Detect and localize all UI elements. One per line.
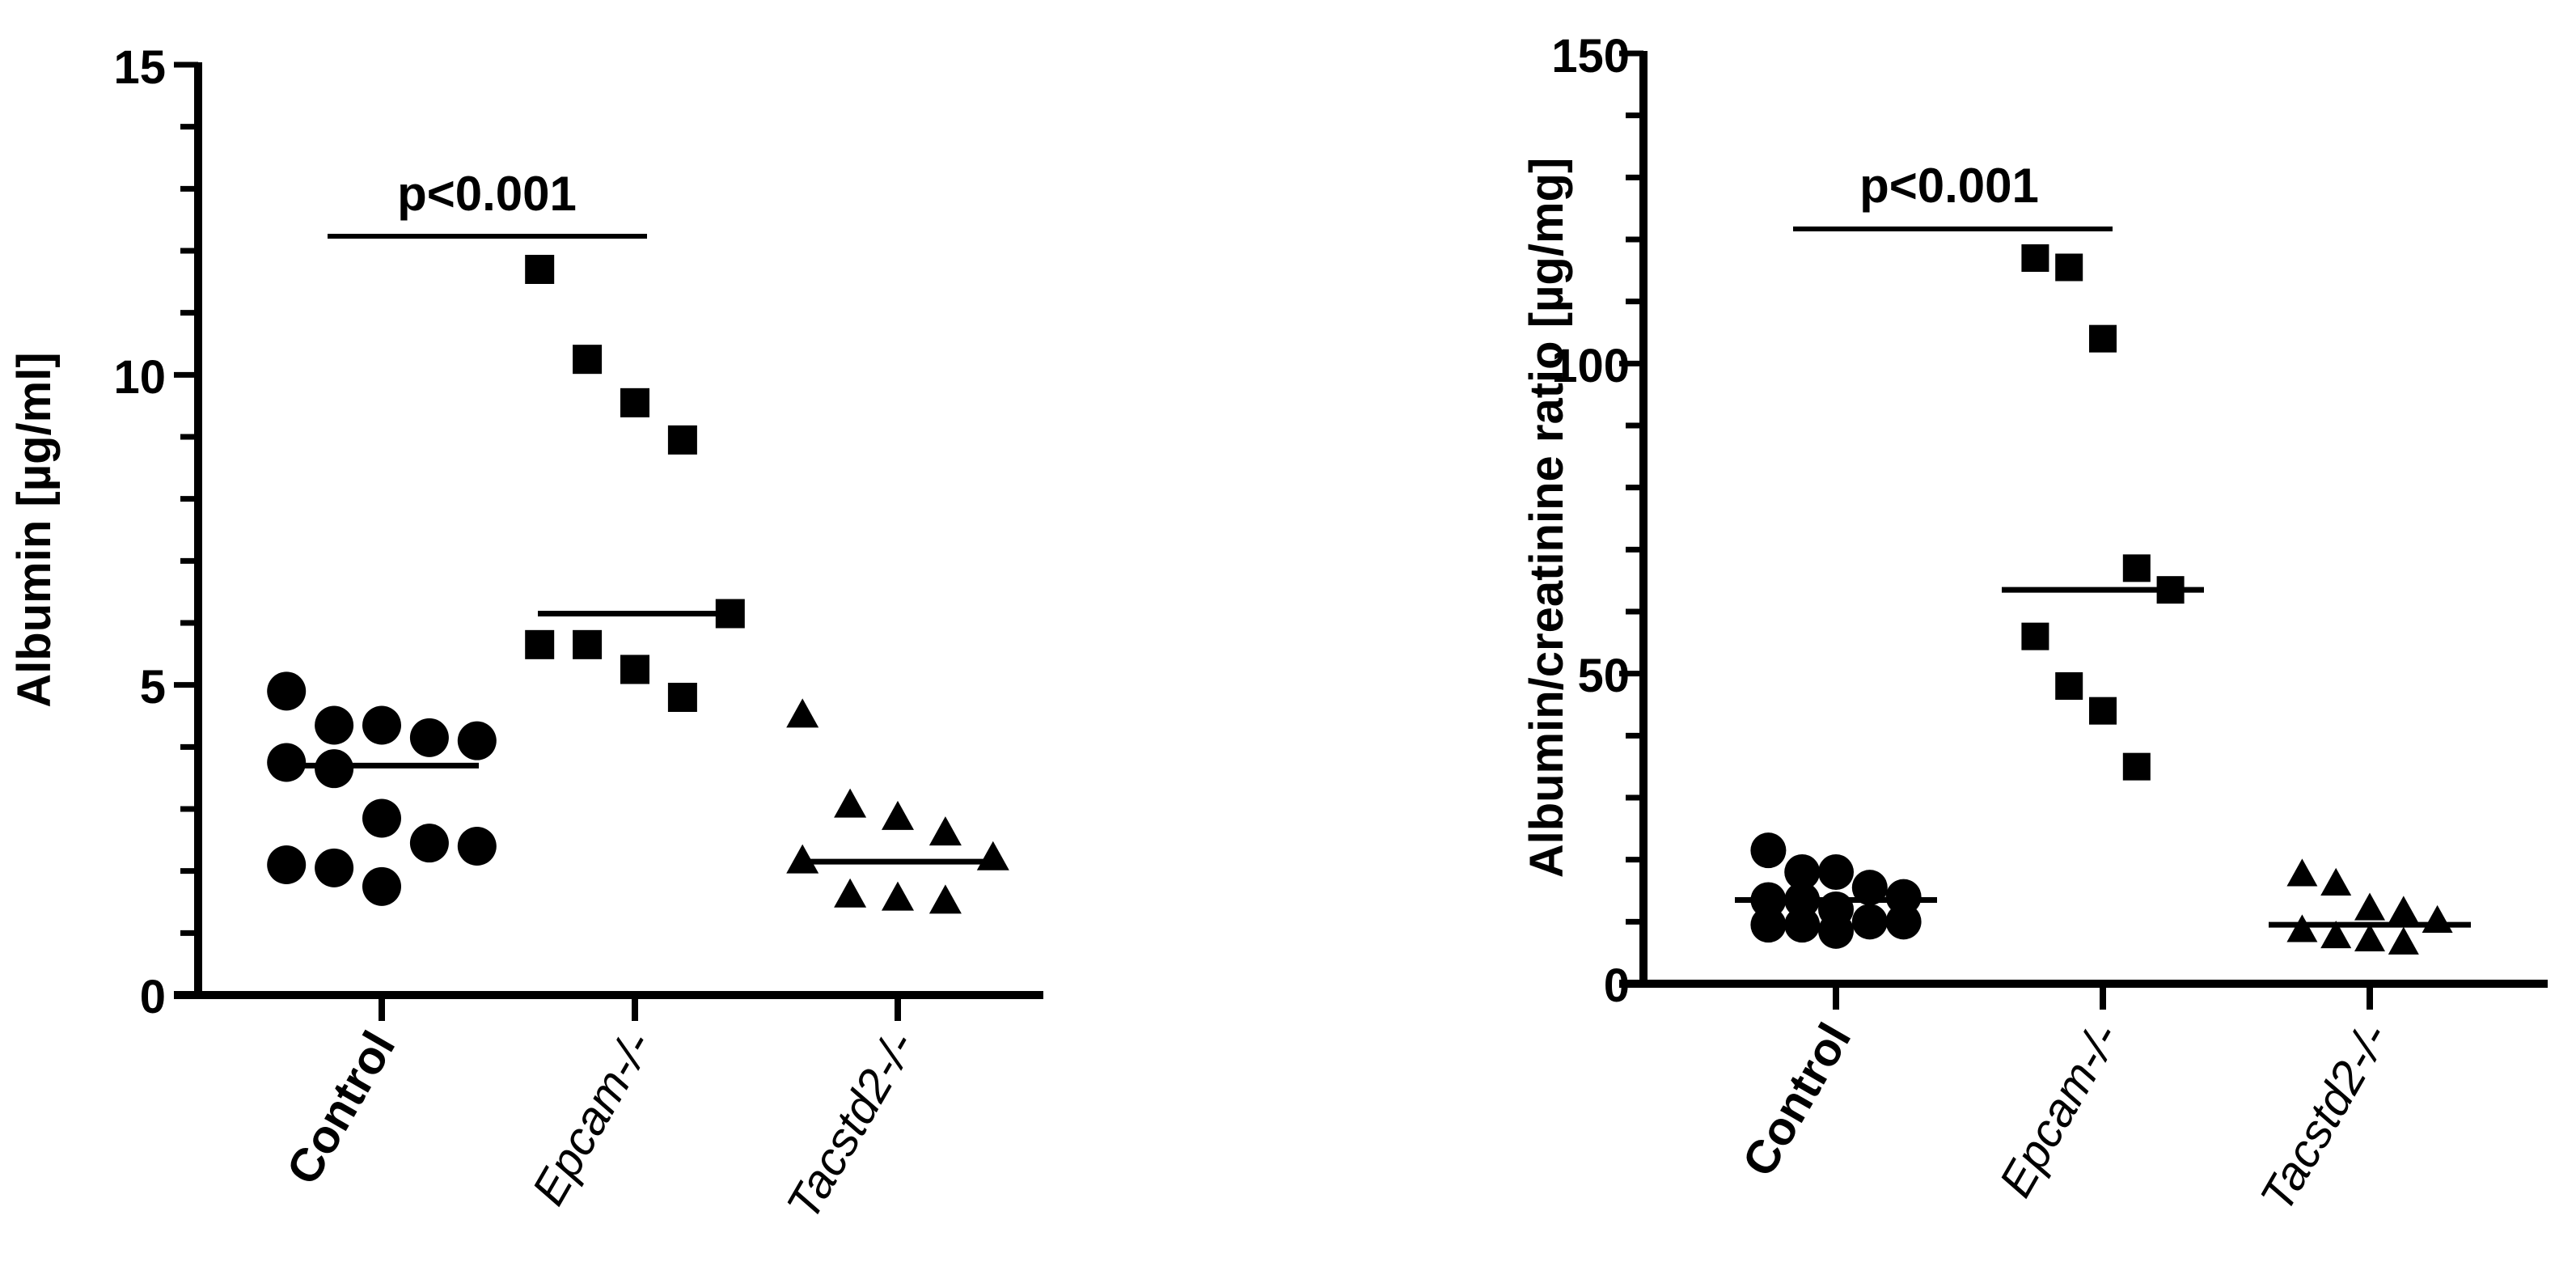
right-significance-label: p<0.001 — [1859, 159, 2039, 213]
right-xlabel-tacstd2: Tacstd2-/- — [2250, 1014, 2399, 1220]
left-ytick-5: 5 — [140, 661, 166, 714]
data-point-triangle — [2388, 926, 2419, 955]
data-point-triangle — [2388, 896, 2419, 924]
data-point-circle — [1784, 907, 1821, 943]
data-point-triangle — [834, 878, 867, 908]
data-point-circle — [1750, 907, 1787, 943]
data-point-triangle — [786, 698, 819, 728]
data-point-square — [2122, 752, 2151, 781]
right-y-axis-title: Albumin/creatinine ratio [µg/mg] — [1521, 158, 1573, 879]
left-ytick-15: 15 — [113, 41, 166, 94]
data-point-circle — [1851, 904, 1888, 940]
left-xlabel-control: Control — [277, 1023, 405, 1193]
right-ytick-50: 50 — [1577, 650, 1630, 702]
data-point-square — [620, 388, 649, 417]
data-point-circle — [362, 705, 401, 745]
data-point-triangle — [2320, 920, 2352, 949]
left-significance-label: p<0.001 — [397, 167, 577, 221]
left-y-axis-title: Albumin [µg/ml] — [8, 352, 61, 707]
data-point-square — [2089, 697, 2117, 725]
data-point-circle — [457, 721, 497, 760]
data-point-circle — [267, 743, 307, 782]
left-xlabel-epcam: Epcam-/- — [522, 1023, 662, 1213]
data-point-circle — [409, 718, 449, 757]
data-point-triangle — [928, 884, 962, 914]
data-point-square — [2055, 253, 2083, 282]
data-point-square — [573, 345, 603, 375]
data-point-square — [525, 255, 555, 284]
left-ytick-0: 0 — [140, 971, 166, 1023]
data-point-circle — [409, 824, 449, 863]
right-ytick-100: 100 — [1551, 340, 1630, 392]
data-point-triangle — [2286, 858, 2318, 887]
data-point-triangle — [928, 816, 962, 846]
data-point-circle — [1784, 854, 1821, 890]
data-point-triangle — [2354, 923, 2385, 952]
right-axes — [1619, 50, 2548, 1010]
left-data-points — [267, 255, 1009, 914]
data-point-square — [667, 425, 697, 455]
data-point-square — [620, 654, 649, 684]
left-axes — [174, 61, 1043, 1021]
data-point-circle — [362, 866, 401, 906]
left-ytick-10: 10 — [113, 351, 166, 404]
right-ytick-150: 150 — [1551, 30, 1630, 83]
right-xlabel-epcam: Epcam-/- — [1989, 1014, 2130, 1205]
data-point-square — [2021, 244, 2049, 272]
data-point-circle — [1885, 879, 1922, 915]
data-point-circle — [362, 798, 401, 838]
data-point-triangle — [2422, 904, 2453, 934]
data-point-circle — [315, 705, 354, 745]
data-point-circle — [1818, 913, 1854, 949]
right-data-points — [1735, 244, 2471, 955]
data-point-circle — [315, 848, 354, 887]
data-point-triangle — [2320, 867, 2352, 896]
right-xlabel-control: Control — [1732, 1014, 1861, 1185]
data-point-circle — [1750, 832, 1787, 869]
data-point-circle — [1851, 870, 1888, 906]
albumin-creatinine-ratio-chart: Albumin/creatinine ratio [µg/mg] 0 50 10… — [1521, 30, 2548, 1220]
data-point-circle — [457, 827, 497, 866]
data-point-square — [667, 683, 697, 712]
data-point-square — [2021, 622, 2049, 650]
data-point-triangle — [882, 881, 914, 911]
albumin-chart: Albumin [µg/ml] 0 5 10 15 Control Epcam-… — [8, 41, 1043, 1228]
data-point-triangle — [976, 841, 1009, 870]
data-point-circle — [1885, 904, 1922, 940]
data-point-circle — [1818, 854, 1854, 890]
data-point-circle — [267, 845, 307, 884]
data-point-square — [573, 629, 603, 659]
data-point-triangle — [2354, 892, 2385, 921]
data-point-square — [2089, 324, 2117, 353]
data-point-triangle — [786, 844, 819, 874]
left-xlabel-tacstd2: Tacstd2-/- — [776, 1023, 925, 1228]
data-point-circle — [315, 749, 354, 789]
data-point-triangle — [882, 800, 914, 830]
data-point-square — [2055, 672, 2083, 700]
data-point-square — [2122, 554, 2151, 582]
data-point-circle — [267, 671, 307, 711]
data-point-triangle — [2286, 914, 2318, 942]
right-ytick-0: 0 — [1604, 959, 1630, 1012]
data-point-triangle — [834, 788, 867, 818]
data-point-square — [525, 629, 555, 659]
